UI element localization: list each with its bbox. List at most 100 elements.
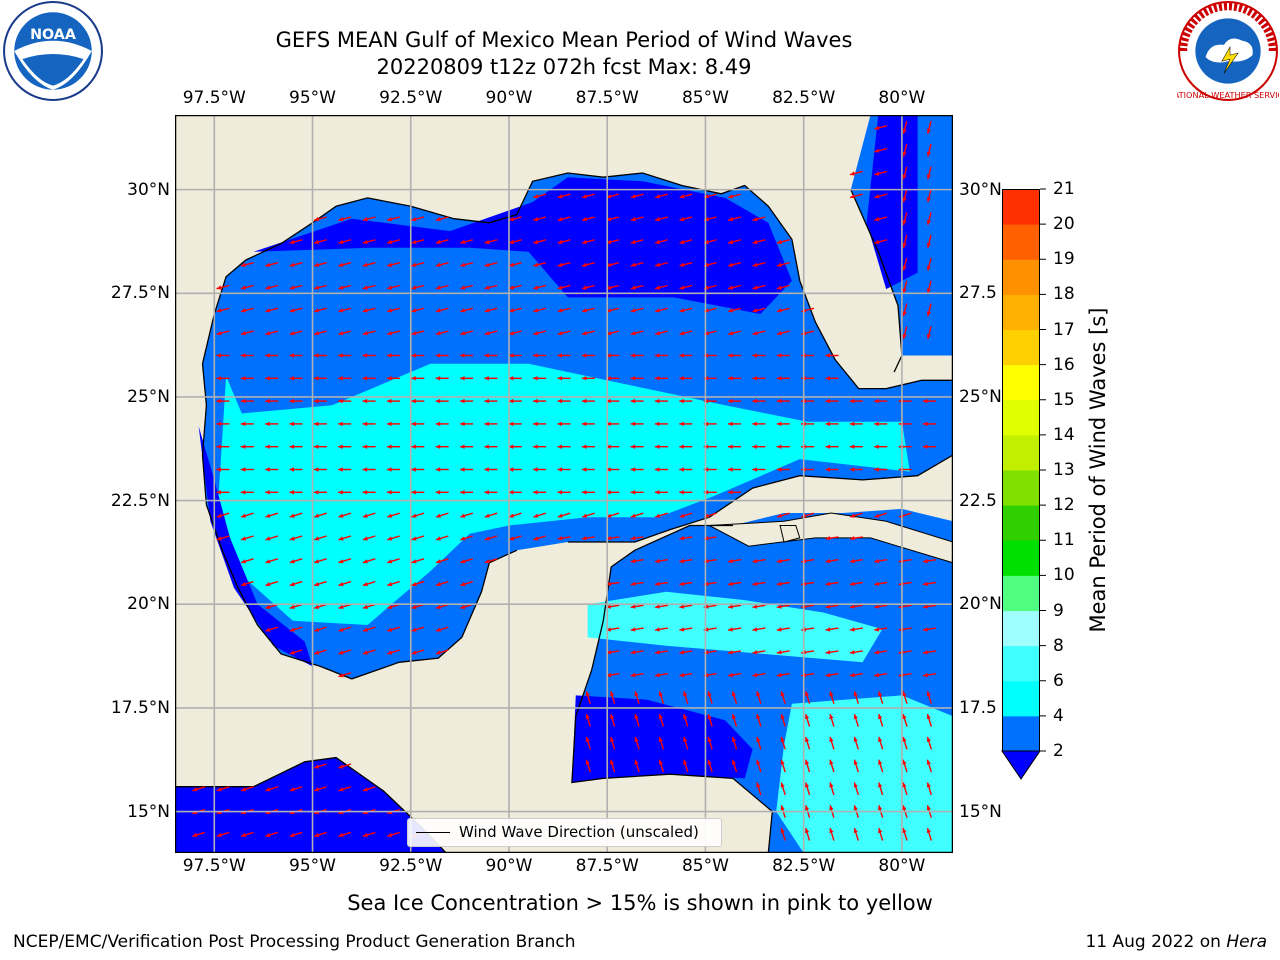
wind-wave-arrowhead	[313, 444, 319, 449]
wind-wave-arrowhead	[777, 239, 782, 245]
right-lat-tick-label: 15°N	[959, 801, 1002, 822]
colorbar-segment	[1002, 470, 1040, 506]
wind-wave-arrowhead	[850, 171, 855, 176]
wind-wave-arrowhead	[387, 285, 393, 290]
wind-wave-arrowhead	[581, 421, 587, 427]
colorbar-tick-label: 19	[1053, 249, 1075, 270]
wind-wave-arrowhead	[387, 582, 393, 587]
wind-wave-arrowhead	[241, 262, 246, 267]
wind-wave-arrowhead	[853, 828, 858, 834]
wind-wave-arrowhead	[216, 285, 222, 290]
wind-wave-arrowhead	[338, 604, 344, 609]
wind-wave-arrowhead	[557, 490, 562, 495]
wind-wave-arrowhead	[582, 308, 587, 313]
wind-wave-arrowhead	[509, 331, 514, 336]
wind-wave-arrowhead	[387, 467, 392, 472]
wind-wave-arrowhead	[654, 421, 660, 427]
wind-wave-arrowhead	[581, 490, 587, 495]
wind-wave-arrowhead	[216, 353, 221, 358]
us-mexico-coastline	[201, 172, 953, 543]
wind-wave-arrowhead	[411, 604, 417, 609]
wind-wave-arrowhead	[874, 467, 879, 472]
bottom-lon-tick-label: 87.5°W	[575, 856, 639, 876]
wind-wave-arrowhead	[557, 239, 563, 245]
wind-wave-arrowhead	[313, 467, 319, 472]
wind-wave-arrowhead	[606, 604, 612, 609]
wind-wave-arrowhead	[387, 444, 392, 449]
wind-wave-arrowhead	[411, 285, 417, 290]
wind-wave-arrowhead	[926, 220, 931, 225]
colorbar-segment	[1002, 434, 1040, 471]
wind-wave-arrowhead	[654, 398, 660, 404]
wind-wave-arrowhead	[484, 513, 490, 518]
wind-wave-arrowhead	[926, 128, 931, 134]
wind-wave-arrowhead	[630, 604, 636, 609]
colorbar-segment	[1002, 645, 1040, 682]
wind-wave-arrowhead	[460, 285, 466, 290]
wind-wave-arrowhead	[752, 262, 758, 267]
wind-wave-arrowhead	[780, 805, 785, 811]
wind-wave-arrowhead	[435, 239, 441, 245]
wind-wave-arrowhead	[825, 581, 831, 586]
wind-wave-arrowhead	[436, 604, 441, 609]
wind-wave-arrowhead	[655, 581, 660, 586]
wind-wave-arrowhead	[484, 353, 489, 358]
wind-wave-arrowhead	[265, 536, 271, 541]
wind-wave-arrowhead	[557, 536, 563, 541]
wind-wave-arrowhead	[683, 691, 688, 697]
wind-wave-arrowhead	[630, 513, 636, 518]
wind-wave-arrowhead	[829, 736, 834, 742]
colorbar-tick-label: 14	[1053, 424, 1075, 445]
wind-wave-arrowhead	[630, 444, 636, 449]
wind-wave-arrowhead	[679, 513, 685, 518]
wind-wave-arrowhead	[902, 197, 907, 203]
wind-wave-arrowhead	[655, 285, 660, 290]
colorbar-segment	[1002, 259, 1040, 295]
wind-wave-arrowhead	[484, 262, 490, 267]
wind-wave-arrowhead	[923, 627, 928, 632]
central-america-coastline	[571, 566, 773, 853]
wind-wave-arrowhead	[630, 650, 636, 655]
wind-wave-arrowhead	[804, 691, 810, 697]
colorbar-segment	[1002, 364, 1040, 401]
wind-wave-arrowhead	[849, 558, 855, 564]
wind-wave-arrowhead	[314, 285, 319, 290]
wind-wave-arrowhead	[926, 174, 931, 180]
wind-wave-arrowhead	[728, 308, 734, 313]
wind-wave-arrowhead	[460, 353, 465, 358]
wind-wave-arrowhead	[679, 650, 685, 655]
wind-wave-arrowhead	[387, 832, 393, 837]
wind-wave-arrowhead	[362, 513, 368, 518]
wind-wave-arrowhead	[902, 288, 907, 294]
wind-wave-arrowhead	[533, 331, 539, 336]
wind-wave-arrowhead	[853, 691, 858, 697]
wind-wave-arrowhead	[241, 285, 246, 290]
wind-wave-arrowhead	[241, 787, 246, 792]
wind-wave-arrowhead	[780, 736, 785, 742]
top-lon-tick-label: 92.5°W	[379, 88, 443, 108]
wind-wave-arrowhead	[610, 759, 615, 765]
wave-period-map	[175, 115, 953, 853]
wind-wave-arrowhead	[557, 376, 562, 381]
wind-wave-arrowhead	[533, 285, 539, 290]
wind-wave-arrowhead	[387, 398, 392, 404]
wind-wave-arrowhead	[655, 672, 660, 678]
period-below-2-north	[253, 177, 792, 314]
colorbar-segment	[1002, 399, 1040, 436]
yucatan-coastline	[610, 524, 733, 568]
wind-wave-arrowhead	[338, 421, 343, 427]
wind-wave-arrowhead	[509, 262, 514, 267]
wind-wave-arrowhead	[314, 559, 320, 564]
wind-wave-arrowhead	[902, 220, 907, 225]
wind-wave-arrowhead	[289, 262, 295, 267]
wind-wave-arrowhead	[776, 581, 782, 586]
wind-wave-arrowhead	[557, 513, 563, 518]
wind-wave-arrowhead	[362, 421, 368, 427]
wind-wave-arrowhead	[265, 262, 271, 267]
wind-wave-arrowhead	[655, 217, 660, 222]
wind-wave-arrowhead	[776, 398, 782, 404]
wind-wave-arrowhead	[533, 513, 539, 518]
wind-wave-arrowhead	[679, 421, 684, 427]
wind-wave-arrowhead	[338, 490, 343, 495]
wind-wave-arrowhead	[630, 467, 636, 472]
